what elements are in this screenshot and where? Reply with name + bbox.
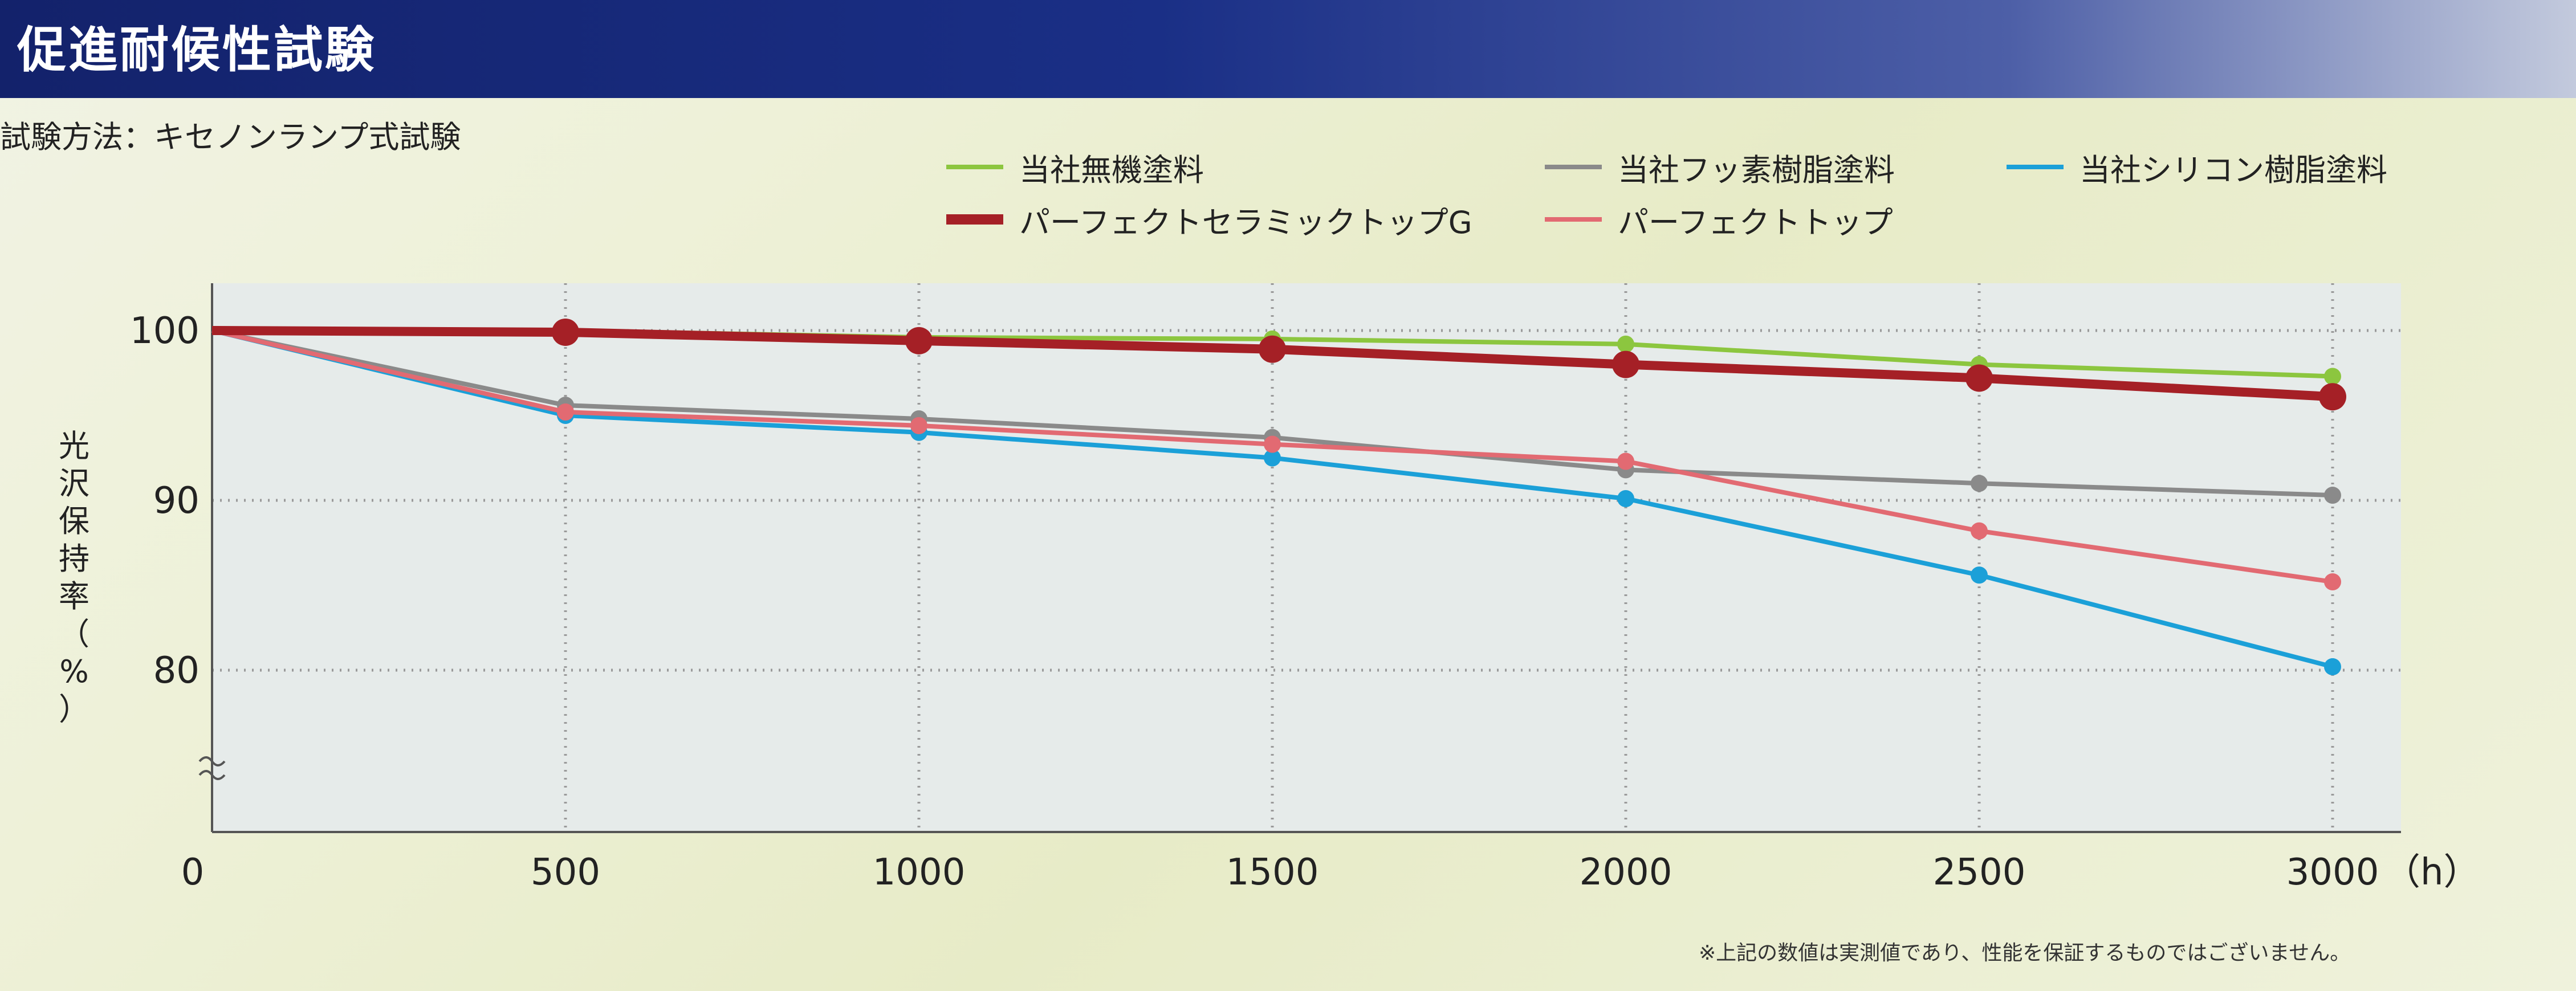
- legend-label: 当社シリコン樹脂塗料: [2079, 152, 2387, 188]
- y-tick-label: 90: [153, 480, 200, 522]
- y-axis-label: 光沢保持率（%）: [54, 427, 94, 728]
- series-3: [211, 318, 2346, 411]
- data-point: [905, 327, 933, 354]
- header-bar: 促進耐候性試験: [0, 0, 2576, 98]
- data-point: [1965, 364, 1993, 392]
- data-point: [1612, 350, 1639, 378]
- legend-swatch: [946, 214, 1003, 225]
- data-point: [1971, 522, 1988, 540]
- data-point: [2324, 658, 2341, 676]
- axis-break-wave: [198, 756, 226, 766]
- data-point: [2324, 573, 2341, 591]
- series-4: [211, 328, 2341, 591]
- x-tick-label: 500: [531, 851, 600, 894]
- y-axis-label-char: 率: [59, 578, 89, 614]
- y-axis-label-char: ）: [59, 691, 89, 727]
- y-axis-label-char: 持: [59, 541, 89, 577]
- y-axis-label-char: 沢: [59, 466, 89, 501]
- test-method-text: 試験方法：キセノンランプ式試験: [0, 119, 461, 155]
- legend-swatch: [1545, 217, 1602, 222]
- legend-swatch: [1545, 165, 1602, 169]
- x-tick-label: 3000: [2286, 851, 2379, 894]
- y-axis-label-char: （: [59, 616, 89, 652]
- data-point: [2324, 368, 2341, 385]
- data-point: [557, 403, 574, 421]
- legend-item-silicone: 当社シリコン樹脂塗料: [2007, 147, 2387, 188]
- series-layer: [211, 318, 2346, 676]
- data-point: [1617, 335, 1634, 353]
- data-point: [552, 318, 579, 346]
- y-tick-label: 80: [153, 650, 200, 692]
- x-axis-unit: （h）: [2384, 851, 2480, 894]
- legend-label: 当社フッ素樹脂塗料: [1618, 152, 1895, 188]
- legend-swatch: [946, 165, 1003, 169]
- plot-area: [212, 283, 2401, 832]
- y-axis-label-char: %: [59, 654, 89, 690]
- data-point: [1259, 335, 1286, 363]
- page-title: 促進耐候性試験: [17, 22, 376, 79]
- footnote: ※上記の数値は実測値であり、性能を保証するものではございません。: [1699, 941, 2351, 965]
- data-point: [1264, 449, 1281, 467]
- data-point: [1971, 475, 1988, 492]
- legend-item-perfect-top: パーフェクトトップ: [1545, 199, 1893, 240]
- data-point: [1617, 490, 1634, 508]
- legend-item-fluorine: 当社フッ素樹脂塗料: [1545, 147, 1895, 188]
- x-tick-label: 1000: [873, 851, 966, 894]
- grid: [212, 283, 2401, 832]
- data-point: [1264, 435, 1281, 453]
- y-tick-label: 100: [130, 310, 200, 352]
- y-axis-label-char: 光: [59, 428, 89, 464]
- x-tick-label: 1500: [1226, 851, 1319, 894]
- legend-label: パーフェクトトップ: [1618, 204, 1893, 240]
- legend-swatch: [2007, 165, 2064, 169]
- data-point: [910, 417, 927, 434]
- legend-label: パーフェクトセラミックトップG: [1019, 204, 1472, 240]
- data-point: [1971, 566, 1988, 584]
- x-tick-label: 2000: [1580, 851, 1672, 894]
- axis-break-mark: [198, 756, 226, 780]
- x-tick-label: 0: [181, 851, 205, 894]
- x-tick-label: 2500: [1933, 851, 2026, 894]
- legend-label: 当社無機塗料: [1019, 152, 1204, 188]
- data-point: [2324, 487, 2341, 504]
- legend-item-inorganic: 当社無機塗料: [946, 147, 1204, 188]
- axis-break-wave: [198, 770, 226, 780]
- y-axis-label-char: 保: [59, 503, 89, 539]
- legend-item-ceramic-top-g: パーフェクトセラミックトップG: [946, 199, 1472, 240]
- data-point: [2319, 383, 2346, 411]
- data-point: [1617, 452, 1634, 470]
- axes: [198, 283, 2401, 833]
